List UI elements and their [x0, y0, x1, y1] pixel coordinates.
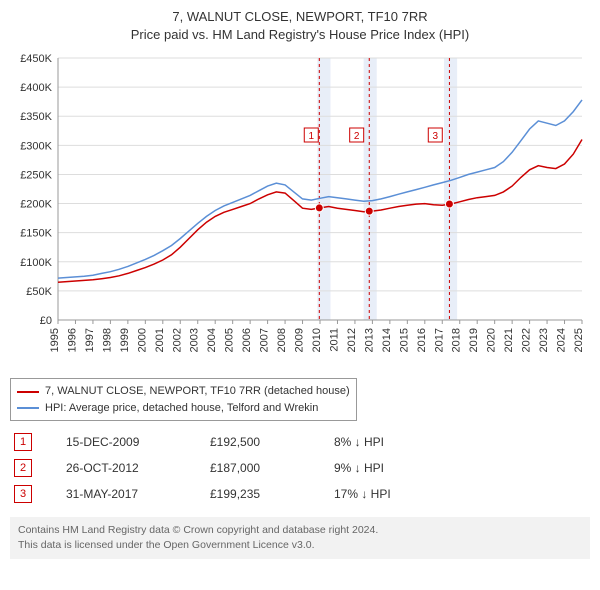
legend-swatch — [17, 391, 39, 393]
svg-text:2013: 2013 — [363, 328, 375, 352]
marker-price: £199,235 — [210, 487, 300, 501]
marker-diff: 17% ↓ HPI — [334, 487, 424, 501]
svg-text:2005: 2005 — [224, 328, 236, 352]
title-line-1: 7, WALNUT CLOSE, NEWPORT, TF10 7RR — [10, 8, 590, 26]
marker-badge: 3 — [14, 485, 32, 503]
svg-text:2023: 2023 — [538, 328, 550, 352]
marker-date: 31-MAY-2017 — [66, 487, 176, 501]
marker-price: £187,000 — [210, 461, 300, 475]
svg-text:2010: 2010 — [311, 328, 323, 352]
svg-text:£250K: £250K — [20, 170, 52, 182]
chart-area: £0 £50K £100K £150K £200K £250K £300K £350K £400… — [10, 50, 590, 370]
svg-text:2003: 2003 — [189, 328, 201, 352]
legend-row: HPI: Average price, detached house, Telf… — [17, 400, 350, 417]
marker-date: 26-OCT-2012 — [66, 461, 176, 475]
svg-text:£200K: £200K — [20, 199, 52, 211]
marker-badge: 2 — [14, 459, 32, 477]
svg-text:2: 2 — [354, 131, 360, 142]
svg-text:£50K: £50K — [26, 286, 52, 298]
svg-text:2011: 2011 — [328, 328, 340, 352]
svg-text:2018: 2018 — [451, 328, 463, 352]
marker-row: 1 15-DEC-2009 £192,500 8% ↓ HPI — [10, 429, 590, 455]
svg-text:2020: 2020 — [486, 328, 498, 352]
svg-text:2025: 2025 — [573, 328, 585, 352]
svg-text:2024: 2024 — [556, 328, 568, 352]
marker-row: 2 26-OCT-2012 £187,000 9% ↓ HPI — [10, 455, 590, 481]
svg-text:2009: 2009 — [294, 328, 306, 352]
legend-label: HPI: Average price, detached house, Telf… — [45, 400, 318, 417]
svg-text:£0: £0 — [40, 315, 52, 327]
marker-date: 15-DEC-2009 — [66, 435, 176, 449]
svg-text:2012: 2012 — [346, 328, 358, 352]
svg-text:2007: 2007 — [259, 328, 271, 352]
svg-text:1999: 1999 — [119, 328, 131, 352]
svg-text:1998: 1998 — [101, 328, 113, 352]
svg-text:2022: 2022 — [521, 328, 533, 352]
legend-label: 7, WALNUT CLOSE, NEWPORT, TF10 7RR (deta… — [45, 383, 350, 400]
chart-title-block: 7, WALNUT CLOSE, NEWPORT, TF10 7RR Price… — [10, 8, 590, 44]
svg-text:2016: 2016 — [416, 328, 428, 352]
svg-text:£450K: £450K — [20, 53, 52, 65]
svg-text:1995: 1995 — [49, 328, 61, 352]
legend-row: 7, WALNUT CLOSE, NEWPORT, TF10 7RR (deta… — [17, 383, 350, 400]
svg-text:2008: 2008 — [276, 328, 288, 352]
svg-text:£100K: £100K — [20, 257, 52, 269]
svg-text:1996: 1996 — [66, 328, 78, 352]
line-chart-svg: £0 £50K £100K £150K £200K £250K £300K £350K £400… — [10, 50, 590, 370]
legend-swatch — [17, 407, 39, 409]
svg-text:2015: 2015 — [398, 328, 410, 352]
svg-text:2021: 2021 — [503, 328, 515, 352]
svg-text:2004: 2004 — [206, 328, 218, 352]
svg-text:3: 3 — [432, 131, 438, 142]
svg-text:£300K: £300K — [20, 141, 52, 153]
legend: 7, WALNUT CLOSE, NEWPORT, TF10 7RR (deta… — [10, 378, 357, 421]
sales-markers-table: 1 15-DEC-2009 £192,500 8% ↓ HPI 2 26-OCT-2012… — [10, 429, 590, 507]
svg-text:1: 1 — [308, 131, 314, 142]
svg-text:2006: 2006 — [241, 328, 253, 352]
marker-diff: 9% ↓ HPI — [334, 461, 424, 475]
svg-text:£350K: £350K — [20, 112, 52, 124]
svg-text:2000: 2000 — [136, 328, 148, 352]
svg-text:2019: 2019 — [468, 328, 480, 352]
marker-row: 3 31-MAY-2017 £199,235 17% ↓ HPI — [10, 481, 590, 507]
attribution-footer: Contains HM Land Registry data © Crown c… — [10, 517, 590, 558]
svg-text:2017: 2017 — [433, 328, 445, 352]
marker-badge: 1 — [14, 433, 32, 451]
svg-text:2001: 2001 — [154, 328, 166, 352]
title-line-2: Price paid vs. HM Land Registry's House … — [10, 26, 590, 44]
marker-price: £192,500 — [210, 435, 300, 449]
svg-text:1997: 1997 — [84, 328, 96, 352]
svg-text:2002: 2002 — [171, 328, 183, 352]
svg-text:£400K: £400K — [20, 82, 52, 94]
svg-text:£150K: £150K — [20, 228, 52, 240]
svg-text:2014: 2014 — [381, 328, 393, 352]
footer-line-1: Contains HM Land Registry data © Crown c… — [18, 523, 582, 538]
marker-diff: 8% ↓ HPI — [334, 435, 424, 449]
footer-line-2: This data is licensed under the Open Gov… — [18, 538, 582, 553]
